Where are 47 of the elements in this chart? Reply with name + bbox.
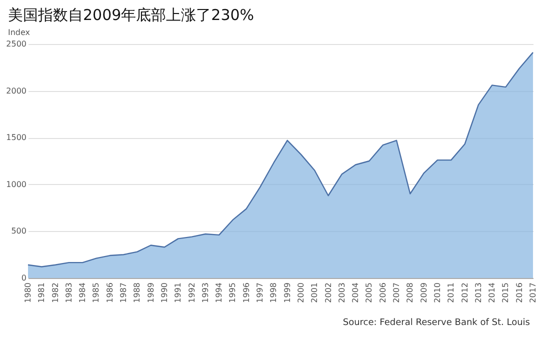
x-tick-label: 2017 [528,282,538,303]
y-tick-label: 1000 [6,180,26,189]
x-tick-label: 1989 [146,282,156,303]
x-tick-label: 1997 [256,282,265,303]
x-tick-label: 1984 [78,282,88,303]
x-tick-label: 2012 [460,282,470,303]
y-tick-label: 2000 [6,86,26,96]
x-tick-label: 1987 [119,282,128,303]
y-tick-label: 500 [11,226,26,236]
x-tick-label: 2015 [501,282,510,303]
x-tick-label: 1990 [160,282,169,303]
x-tick-label: 2000 [296,282,306,303]
x-tick-label: 1981 [37,282,46,303]
y-tick-label: 1500 [6,133,26,142]
x-tick-label: 2007 [392,282,402,303]
x-tick-label: 2014 [488,282,497,303]
x-tick-label: 2009 [419,282,428,303]
x-tick-label: 1982 [50,282,60,303]
x-tick-label: 1986 [105,282,114,303]
x-tick-label: 2008 [406,282,415,303]
y-tick-label: 0 [21,274,26,282]
x-tick-label: 1983 [64,282,74,303]
chart-title: 美国指数自2009年底部上涨了230% [8,6,254,25]
x-tick-label: 2001 [310,282,320,303]
x-tick-label: 2003 [337,282,346,303]
x-tick-label: 1998 [269,282,278,303]
x-tick-label: 1995 [228,282,238,303]
x-tick-label: 1992 [187,282,196,303]
x-tick-label: 2006 [378,282,388,303]
x-tick-label: 1999 [282,282,292,303]
y-axis-title: Index [8,28,30,37]
x-tick-label: 2004 [351,282,360,303]
x-tick-label: 1993 [200,282,210,303]
x-tick-label: 1988 [132,282,142,303]
x-tick-label: 1991 [174,282,183,303]
y-tick-label: 2500 [6,40,26,48]
source-note: Source: Federal Reserve Bank of St. Louis [342,318,530,328]
x-tick-label: 2011 [446,282,456,303]
x-tick-label: 1994 [214,282,224,303]
x-tick-label: 2002 [324,282,333,303]
x-tick-label: 1980 [24,282,32,303]
x-tick-label: 2013 [474,282,483,303]
x-tick-label: 2016 [514,282,524,303]
x-tick-label: 2005 [364,282,374,303]
x-tick-label: 1996 [242,282,251,303]
x-tick-label: 2010 [432,282,442,303]
x-tick-label: 1985 [92,282,101,303]
